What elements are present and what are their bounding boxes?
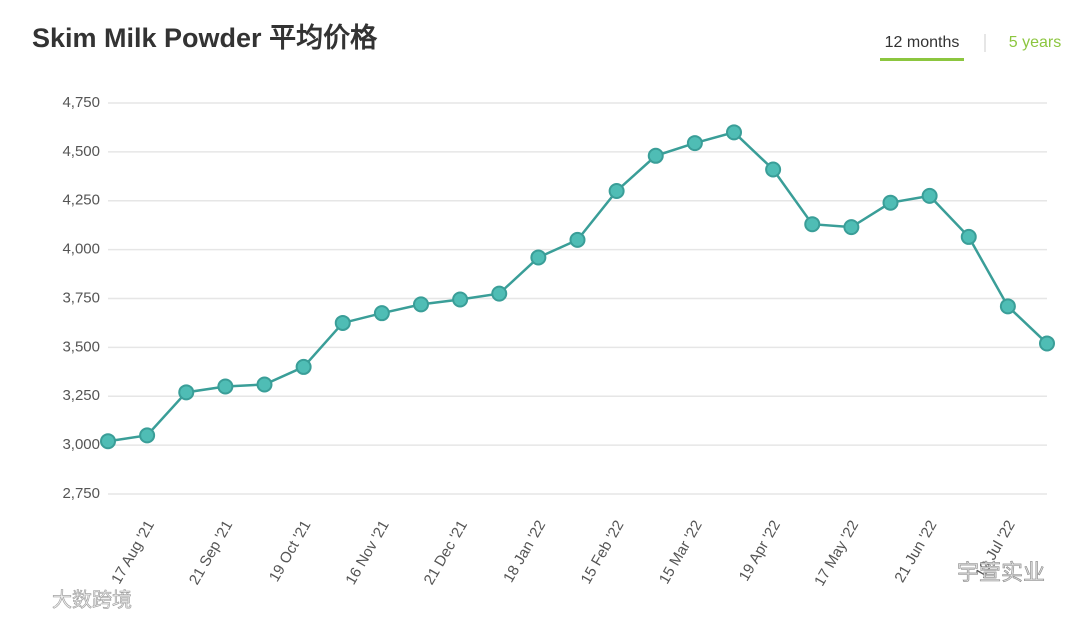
point: [1039, 335, 1055, 352]
chart-title: Skim Milk Powder 平均价格: [32, 23, 378, 53]
line: [107, 130, 1048, 443]
x-tick-label: 18 Jan '22: [500, 517, 549, 585]
y-tick-label: 3,500: [62, 338, 100, 355]
range-button[interactable]: 12 months: [885, 34, 960, 51]
x-tick-label: 17 May '22: [811, 517, 862, 589]
watermark: 宇萱实业: [957, 560, 1045, 585]
point: [334, 314, 351, 331]
point: [100, 433, 116, 450]
point: [178, 384, 195, 401]
range-button[interactable]: 5 years: [1009, 34, 1061, 51]
x-tick-label: 15 Feb '22: [578, 517, 628, 586]
x-tick-label: 15 Mar '22: [656, 517, 706, 586]
watermark: 大数跨境: [52, 588, 132, 611]
x-tick-label: 21 Dec '21: [421, 517, 471, 587]
point: [295, 358, 312, 375]
point: [139, 427, 156, 444]
point: [373, 305, 390, 322]
point: [999, 298, 1016, 315]
point: [882, 194, 899, 211]
y-tick-label: 2,750: [62, 485, 100, 502]
point: [921, 187, 938, 204]
point: [608, 182, 625, 199]
y-tick-label: 3,750: [62, 289, 100, 306]
point: [530, 249, 547, 266]
point: [765, 161, 782, 178]
point: [804, 216, 821, 233]
x-tick-label: 21 Sep '21: [186, 517, 236, 587]
point: [569, 231, 586, 248]
point: [491, 285, 508, 302]
point: [413, 296, 429, 313]
point: [452, 291, 469, 308]
y-tick-label: 4,750: [62, 94, 100, 111]
point: [960, 228, 977, 245]
point: [256, 376, 273, 393]
point: [843, 219, 860, 236]
x-tick-label: 17 Aug '21: [108, 517, 158, 587]
point: [726, 124, 742, 141]
point: [647, 147, 664, 164]
y-tick-label: 4,250: [62, 192, 100, 209]
x-tick-label: 19 Apr '22: [736, 517, 784, 584]
x-tick-label: 16 Nov '21: [342, 517, 392, 587]
point: [686, 135, 703, 152]
y-tick-label: 4,500: [62, 143, 100, 160]
y-tick-label: 3,000: [62, 436, 100, 453]
x-tick-label: 19 Oct '21: [266, 517, 315, 584]
x-tick-label: 21 Jun '22: [891, 517, 940, 585]
y-tick-label: 3,250: [62, 387, 100, 404]
y-tick-label: 4,000: [62, 241, 100, 258]
point: [217, 378, 234, 395]
active-underline: [880, 58, 964, 61]
